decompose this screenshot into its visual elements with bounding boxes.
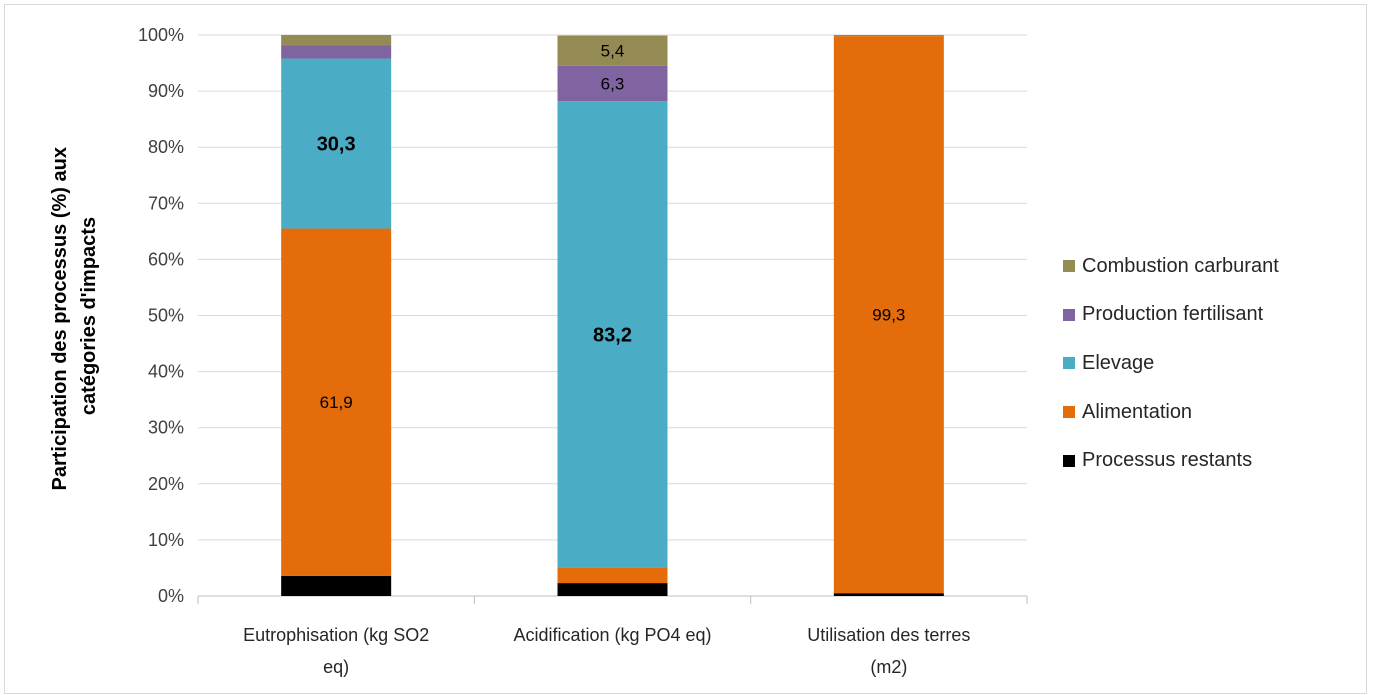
- bar-segment: [281, 575, 392, 596]
- legend-item: Elevage: [1063, 339, 1279, 388]
- legend-swatch: [1063, 454, 1075, 467]
- data-label: 61,9: [320, 393, 353, 412]
- legend-item: Combustion carburant: [1063, 242, 1279, 291]
- x-category-label: Acidification (kg PO4 eq): [513, 625, 711, 645]
- bar-segment: [557, 567, 668, 584]
- category-labels: Eutrophisation (kg SO2 eq) Acidification (…: [243, 625, 970, 677]
- y-tick-label: 100%: [138, 25, 184, 45]
- bar-segment: [281, 35, 392, 46]
- y-tick-label: 30%: [148, 418, 184, 438]
- bar-segment: [557, 35, 668, 66]
- y-tick-label: 80%: [148, 137, 184, 157]
- legend-item: Production fertilisant: [1063, 291, 1279, 340]
- legend-swatch: [1063, 406, 1075, 419]
- y-axis-label-line-1: Participation des processus (%) aux: [49, 147, 71, 490]
- legend-item: Processus restants: [1063, 436, 1279, 485]
- bar-segment: [281, 45, 392, 59]
- legend-swatch: [1063, 260, 1075, 273]
- data-label: 83,2: [593, 325, 632, 347]
- data-label: 6,3: [601, 75, 625, 94]
- legend: Combustion carburant Production fertilisa…: [1063, 242, 1279, 485]
- y-tick-label: 60%: [148, 249, 184, 269]
- y-tick-label: 20%: [148, 474, 184, 494]
- data-labels: 61,9 30,3 83,2 6,3 5,4 99,3: [317, 42, 906, 412]
- y-tick-label: 90%: [148, 81, 184, 101]
- y-tick-label: 40%: [148, 362, 184, 382]
- legend-label: Processus restants: [1082, 449, 1253, 472]
- bar-segment: [557, 583, 668, 596]
- bar-segment: [557, 101, 668, 568]
- legend-label: Elevage: [1082, 351, 1155, 374]
- axes: [197, 595, 1028, 604]
- legend-swatch: [1063, 308, 1075, 321]
- bar-segment: [557, 65, 668, 102]
- legend-swatch: [1063, 357, 1075, 370]
- legend-label: Alimentation: [1082, 400, 1193, 423]
- y-axis-label-line-2: catégories d'impacts: [78, 217, 100, 415]
- x-category-label: Utilisation des terres (m2): [807, 625, 970, 677]
- legend-label: Production fertilisant: [1082, 303, 1264, 326]
- y-tick-label: 0%: [158, 586, 184, 606]
- bar-segment: [833, 593, 944, 596]
- legend-item: Alimentation: [1063, 388, 1279, 437]
- y-tick-label: 70%: [148, 193, 184, 213]
- data-label: 99,3: [872, 306, 905, 325]
- chart-frame: [4, 4, 1367, 694]
- y-tick-labels: 0% 10% 20% 30% 40% 50% 60% 70% 80% 90% 100%: [138, 25, 184, 606]
- bar-segment: [833, 36, 944, 594]
- y-tick-label: 50%: [148, 306, 184, 326]
- bar-segment: [833, 35, 944, 37]
- bar-segment: [281, 58, 392, 229]
- data-label: 30,3: [317, 134, 356, 156]
- bar-segment: [281, 228, 392, 576]
- y-tick-label: 10%: [148, 530, 184, 550]
- x-category-label: Eutrophisation (kg SO2 eq): [243, 625, 429, 677]
- bars: [281, 35, 944, 596]
- y-axis-label: Participation des processus (%) aux caté…: [49, 142, 100, 491]
- legend-label: Combustion carburant: [1082, 254, 1279, 277]
- data-label: 5,4: [601, 42, 625, 61]
